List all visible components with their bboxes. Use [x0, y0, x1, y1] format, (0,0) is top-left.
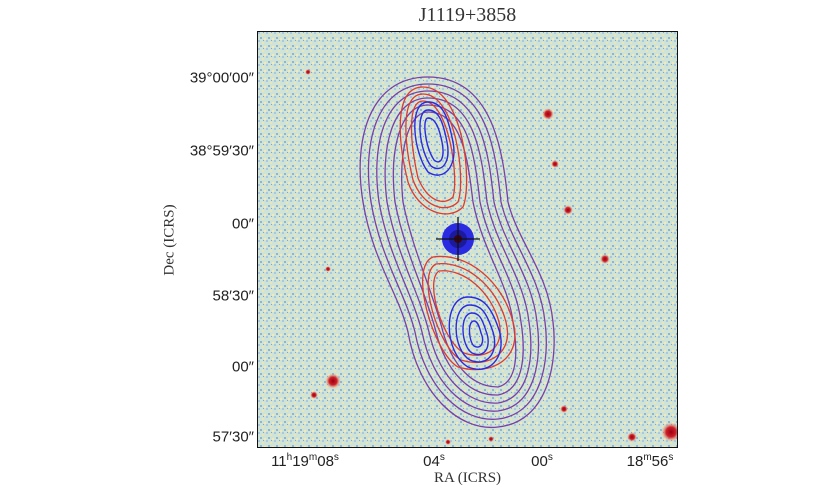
y-axis-label: Dec (ICRS)	[161, 204, 178, 276]
core-crosshair	[436, 217, 480, 261]
sky-image-panel	[257, 31, 678, 448]
x-axis-label: RA (ICRS)	[433, 470, 502, 486]
y-tick-label: 57′30″	[212, 428, 255, 446]
y-tick-label: 00″	[232, 215, 254, 233]
purple-contours	[359, 76, 555, 429]
y-tick-label: 58′30″	[212, 287, 255, 305]
y-tick-label: 39°00′00″	[189, 69, 254, 87]
x-tick-label: 18m56s	[626, 452, 674, 470]
x-tick-label: 00s	[531, 452, 553, 470]
red-contours	[399, 86, 516, 371]
y-tick-label: 00″	[232, 358, 254, 376]
x-tick-label: 11h19m08s	[271, 452, 339, 470]
contour-overlay	[258, 32, 677, 447]
figure-title: J1119+3858	[418, 4, 517, 26]
blue-contours	[414, 101, 502, 370]
x-tick-label: 04s	[423, 452, 445, 470]
y-tick-label: 38°59′30″	[189, 142, 254, 160]
